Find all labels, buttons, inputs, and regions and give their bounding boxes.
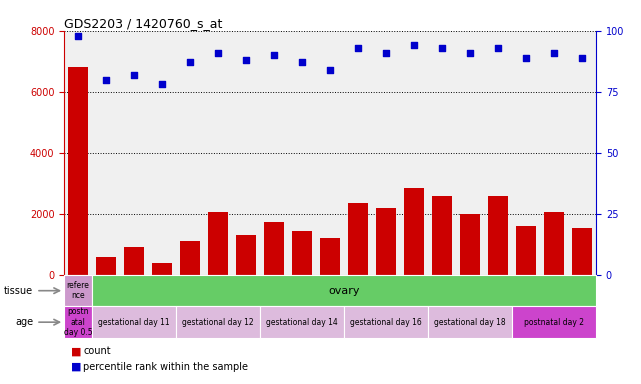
Point xyxy=(577,55,587,61)
Bar xyxy=(428,306,512,338)
Point xyxy=(129,71,139,78)
Text: gestational day 12: gestational day 12 xyxy=(182,318,254,327)
Point xyxy=(269,52,279,58)
Bar xyxy=(320,238,340,275)
Point xyxy=(409,42,419,48)
Bar xyxy=(176,306,260,338)
Bar xyxy=(404,188,424,275)
Bar xyxy=(69,67,88,275)
Text: gestational day 11: gestational day 11 xyxy=(98,318,170,327)
Bar xyxy=(512,306,596,338)
Bar xyxy=(348,203,368,275)
Point xyxy=(465,50,475,56)
Point xyxy=(381,50,391,56)
Bar xyxy=(92,306,176,338)
Bar xyxy=(153,263,172,275)
Point xyxy=(549,50,559,56)
Bar xyxy=(544,212,564,275)
Text: age: age xyxy=(15,317,33,327)
Bar xyxy=(292,231,312,275)
Bar xyxy=(64,275,92,306)
Bar xyxy=(460,214,480,275)
Bar xyxy=(180,242,200,275)
Point xyxy=(101,76,112,83)
Bar xyxy=(517,226,536,275)
Text: tissue: tissue xyxy=(4,286,33,296)
Bar xyxy=(96,257,116,275)
Point xyxy=(325,67,335,73)
Point xyxy=(297,60,307,66)
Point xyxy=(73,33,83,39)
Bar xyxy=(344,306,428,338)
Bar xyxy=(260,306,344,338)
Point xyxy=(493,45,503,51)
Bar xyxy=(572,228,592,275)
Bar xyxy=(237,235,256,275)
Point xyxy=(157,81,167,88)
Bar xyxy=(64,306,92,338)
Bar xyxy=(124,247,144,275)
Point xyxy=(437,45,447,51)
Text: postn
atal
day 0.5: postn atal day 0.5 xyxy=(64,307,92,337)
Text: ovary: ovary xyxy=(328,286,360,296)
Bar xyxy=(376,208,396,275)
Text: refere
nce: refere nce xyxy=(67,281,90,300)
Point xyxy=(521,55,531,61)
Point xyxy=(353,45,363,51)
Bar xyxy=(264,222,284,275)
Bar xyxy=(208,212,228,275)
Text: gestational day 18: gestational day 18 xyxy=(435,318,506,327)
Point xyxy=(213,50,223,56)
Text: GDS2203 / 1420760_s_at: GDS2203 / 1420760_s_at xyxy=(64,17,222,30)
Point xyxy=(185,60,196,66)
Point xyxy=(241,57,251,63)
Bar xyxy=(488,195,508,275)
Bar xyxy=(432,195,452,275)
Text: count: count xyxy=(83,346,111,356)
Text: gestational day 14: gestational day 14 xyxy=(266,318,338,327)
Text: postnatal day 2: postnatal day 2 xyxy=(524,318,584,327)
Text: ■: ■ xyxy=(71,362,81,372)
Text: ■: ■ xyxy=(71,346,81,356)
Text: gestational day 16: gestational day 16 xyxy=(350,318,422,327)
Text: percentile rank within the sample: percentile rank within the sample xyxy=(83,362,248,372)
